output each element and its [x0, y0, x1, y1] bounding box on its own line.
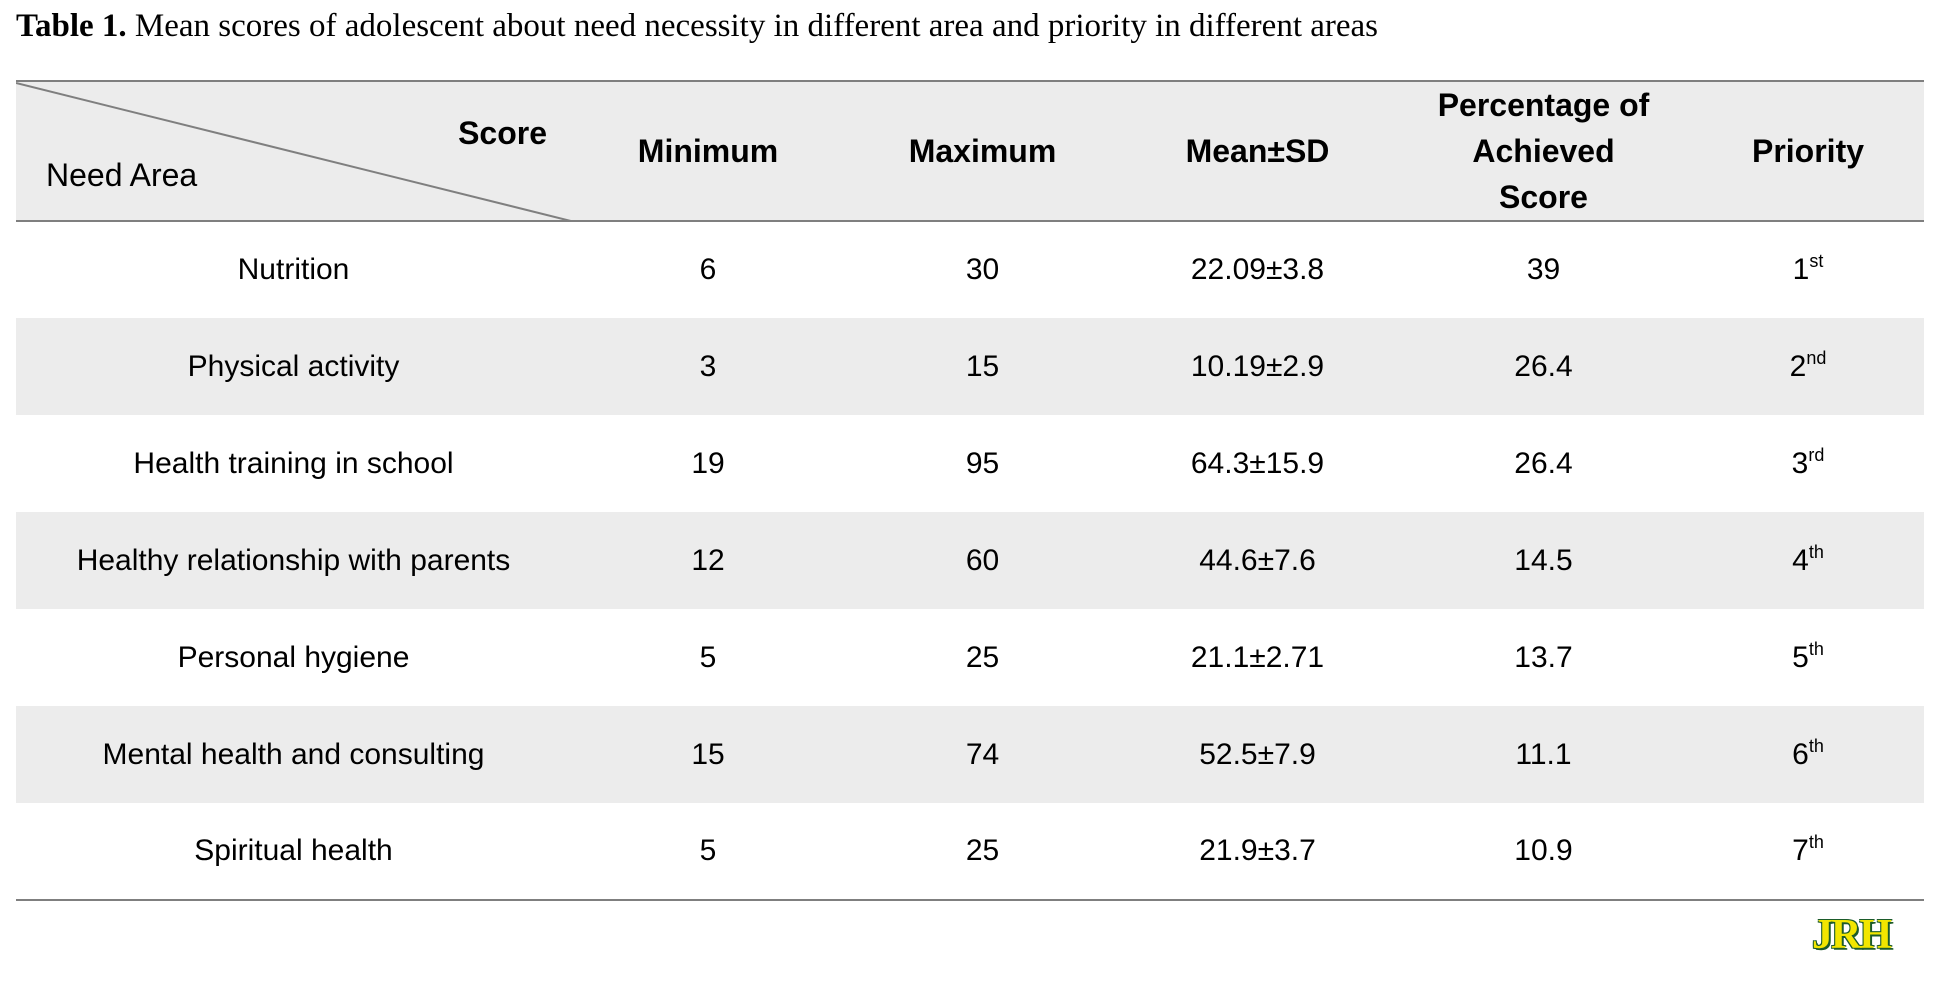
corner-score-label: Score [458, 115, 547, 151]
priority-number: 6 [1792, 737, 1809, 771]
cell-need-area: Nutrition [237, 253, 350, 286]
cell-priority: 1st [1692, 221, 1924, 318]
column-header-percentage: Percentage of Achieved Score [1395, 80, 1692, 222]
cell-priority: 6th [1692, 706, 1924, 803]
cell-mean-sd: 21.1±2.71 [1190, 640, 1325, 674]
priority-suffix: st [1809, 251, 1824, 271]
corner-need-area-label: Need Area [46, 157, 198, 193]
cell-minimum: 3 [699, 349, 717, 383]
table-row: Health training in school 19 95 64.3±15.… [16, 415, 1924, 512]
priority-suffix: th [1808, 638, 1824, 659]
cell-percentage: 26.4 [1514, 446, 1573, 480]
cell-minimum: 19 [691, 446, 725, 480]
column-header-mean-sd: Mean±SD [1120, 80, 1395, 222]
cell-maximum: 15 [965, 349, 1000, 383]
cell-mean-sd: 10.19±2.9 [1190, 349, 1325, 383]
cell-mean-sd: 21.9±3.7 [1120, 803, 1395, 901]
jrh-logo: JRH [1812, 912, 1892, 958]
cell-mean-sd: 44.6±7.6 [1199, 543, 1316, 577]
cell-maximum: 60 [965, 543, 1000, 577]
table-row: Mental health and consulting 15 74 52.5±… [16, 706, 1924, 803]
cell-need-area: Spiritual health [16, 803, 571, 901]
cell-maximum: 30 [965, 253, 1000, 286]
table-row: Spiritual health 5 25 21.9±3.7 10.9 7th [16, 803, 1924, 901]
cell-minimum: 6 [699, 253, 717, 286]
table-body: Nutrition 6 30 22.09±3.8 39 1st Physical… [16, 221, 1924, 901]
table-row: Nutrition 6 30 22.09±3.8 39 1st [16, 221, 1924, 318]
priority-suffix: rd [1808, 444, 1825, 465]
table-container: Score Need Area Minimum Maximum Mean±SD … [16, 80, 1924, 901]
priority-number: 5 [1792, 640, 1809, 674]
cell-percentage: 26.4 [1514, 349, 1573, 383]
cell-need-area: Physical activity [187, 349, 400, 383]
cell-percentage: 14.5 [1514, 543, 1573, 577]
cell-need-area: Mental health and consulting [102, 737, 485, 771]
priority-number: 4 [1792, 543, 1809, 577]
priority-number: 1 [1792, 253, 1810, 286]
cell-priority: 2nd [1692, 318, 1924, 415]
cell-maximum: 25 [965, 640, 1000, 674]
priority-suffix: th [1808, 832, 1824, 852]
table-row: Personal hygiene 5 25 21.1±2.71 13.7 5th [16, 609, 1924, 706]
priority-suffix: th [1808, 735, 1824, 756]
table-header-row: Score Need Area Minimum Maximum Mean±SD … [16, 80, 1924, 222]
column-header-priority: Priority [1692, 80, 1924, 222]
table-caption-label: Table 1. [16, 8, 127, 44]
diagonal-divider-line [16, 82, 571, 222]
cell-minimum: 15 [691, 737, 725, 771]
cell-priority: 7th [1692, 803, 1924, 901]
priority-suffix: th [1808, 541, 1824, 562]
priority-number: 7 [1792, 834, 1809, 867]
cell-priority: 5th [1692, 609, 1924, 706]
cell-mean-sd: 22.09±3.8 [1190, 253, 1325, 286]
table-row: Physical activity 3 15 10.19±2.9 26.4 2n… [16, 318, 1924, 415]
need-area-table: Score Need Area Minimum Maximum Mean±SD … [16, 80, 1924, 901]
cell-priority: 4th [1692, 512, 1924, 609]
cell-percentage: 13.7 [1514, 640, 1573, 674]
cell-priority: 3rd [1692, 415, 1924, 512]
cell-minimum: 5 [699, 640, 717, 674]
priority-suffix: nd [1806, 347, 1827, 368]
priority-number: 2 [1789, 349, 1807, 383]
cell-maximum: 74 [965, 737, 1000, 771]
table-row: Healthy relationship with parents 12 60 … [16, 512, 1924, 609]
cell-minimum: 5 [571, 803, 845, 901]
cell-mean-sd: 64.3±15.9 [1190, 446, 1325, 480]
priority-number: 3 [1791, 446, 1809, 480]
column-header-minimum: Minimum [571, 80, 845, 222]
column-header-percentage-label: Percentage of Achieved Score [1437, 87, 1650, 215]
cell-percentage: 10.9 [1395, 803, 1692, 901]
cell-need-area: Health training in school [133, 446, 454, 480]
cell-maximum: 25 [845, 803, 1120, 901]
cell-mean-sd: 52.5±7.9 [1199, 737, 1316, 771]
cell-percentage: 11.1 [1515, 737, 1572, 771]
cell-minimum: 12 [691, 543, 725, 577]
column-header-maximum: Maximum [845, 80, 1120, 222]
table-caption-text: Mean scores of adolescent about need nec… [126, 8, 1379, 44]
cell-need-area: Healthy relationship with parents [76, 543, 511, 577]
table-caption: Table 1. Mean scores of adolescent about… [16, 4, 1378, 48]
cell-percentage: 39 [1526, 253, 1561, 286]
cell-maximum: 95 [965, 446, 1000, 480]
corner-header-cell: Score Need Area [16, 80, 571, 222]
cell-need-area: Personal hygiene [177, 640, 410, 674]
